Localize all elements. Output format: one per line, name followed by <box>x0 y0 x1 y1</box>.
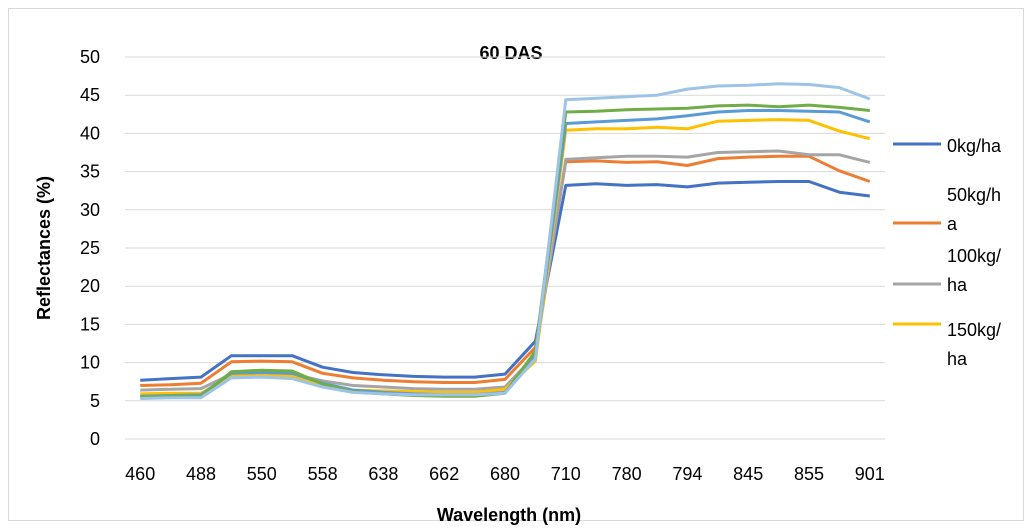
y-tick-label: 40 <box>80 123 100 143</box>
y-tick-label: 5 <box>90 391 100 411</box>
y-tick-label: 45 <box>80 85 100 105</box>
y-axis-title: Reflectances (%) <box>34 176 54 320</box>
y-tick-label: 10 <box>80 353 100 373</box>
y-tick-label: 25 <box>80 238 100 258</box>
series-line-4 <box>140 109 871 398</box>
y-axis-ticks: 0 5 10 15 20 25 30 35 40 45 50 <box>80 47 100 449</box>
x-tick-label: 710 <box>551 464 581 484</box>
x-tick-label: 460 <box>125 464 155 484</box>
legend-label: ha <box>947 275 968 295</box>
legend-label: 150kg/ <box>947 320 1001 340</box>
legend-label: 50kg/h <box>947 185 1001 205</box>
gridlines <box>125 56 885 440</box>
y-tick-label: 35 <box>80 162 100 182</box>
y-tick-label: 0 <box>90 429 100 449</box>
legend-label: a <box>947 214 958 234</box>
series-line-5 <box>140 103 870 399</box>
series-line-0 <box>140 180 870 382</box>
legend-label: 0kg/ha <box>947 136 1002 156</box>
x-tick-label: 550 <box>247 464 277 484</box>
legend-label: 100kg/ <box>947 246 1001 266</box>
legend: 0kg/ha 50kg/h a 100kg/ha 150kg/ha <box>893 136 1002 369</box>
x-tick-label: 901 <box>855 464 885 484</box>
x-tick-label: 680 <box>490 464 520 484</box>
y-tick-label: 15 <box>80 314 100 334</box>
y-tick-label: 30 <box>80 200 100 220</box>
x-tick-label: 558 <box>308 464 338 484</box>
x-tick-label: 662 <box>429 464 459 484</box>
x-tick-label: 845 <box>733 464 763 484</box>
series-line-6 <box>140 82 871 400</box>
y-tick-label: 20 <box>80 276 100 296</box>
chart-title: 60 DAS <box>479 43 542 63</box>
x-tick-label: 638 <box>368 464 398 484</box>
series-line-3 <box>140 118 871 396</box>
x-axis-title: Wavelength (nm) <box>437 505 581 525</box>
x-tick-label: 794 <box>672 464 702 484</box>
x-tick-label: 780 <box>612 464 642 484</box>
series-lines <box>140 82 871 400</box>
legend-label: ha <box>947 349 968 369</box>
series-line-1 <box>140 154 871 387</box>
y-tick-label: 50 <box>80 47 100 67</box>
x-tick-label: 488 <box>186 464 216 484</box>
x-axis-ticks: 460 488 550 558 638 662 680 710 780 794 845 855 901 <box>125 464 885 484</box>
x-tick-label: 855 <box>794 464 824 484</box>
